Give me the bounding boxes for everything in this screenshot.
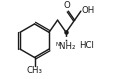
Text: CH₃: CH₃ [26,66,43,75]
Text: O: O [64,1,71,10]
Text: ᴺNH₂: ᴺNH₂ [56,42,76,51]
Text: HCl: HCl [79,41,94,50]
Text: OH: OH [81,6,95,15]
